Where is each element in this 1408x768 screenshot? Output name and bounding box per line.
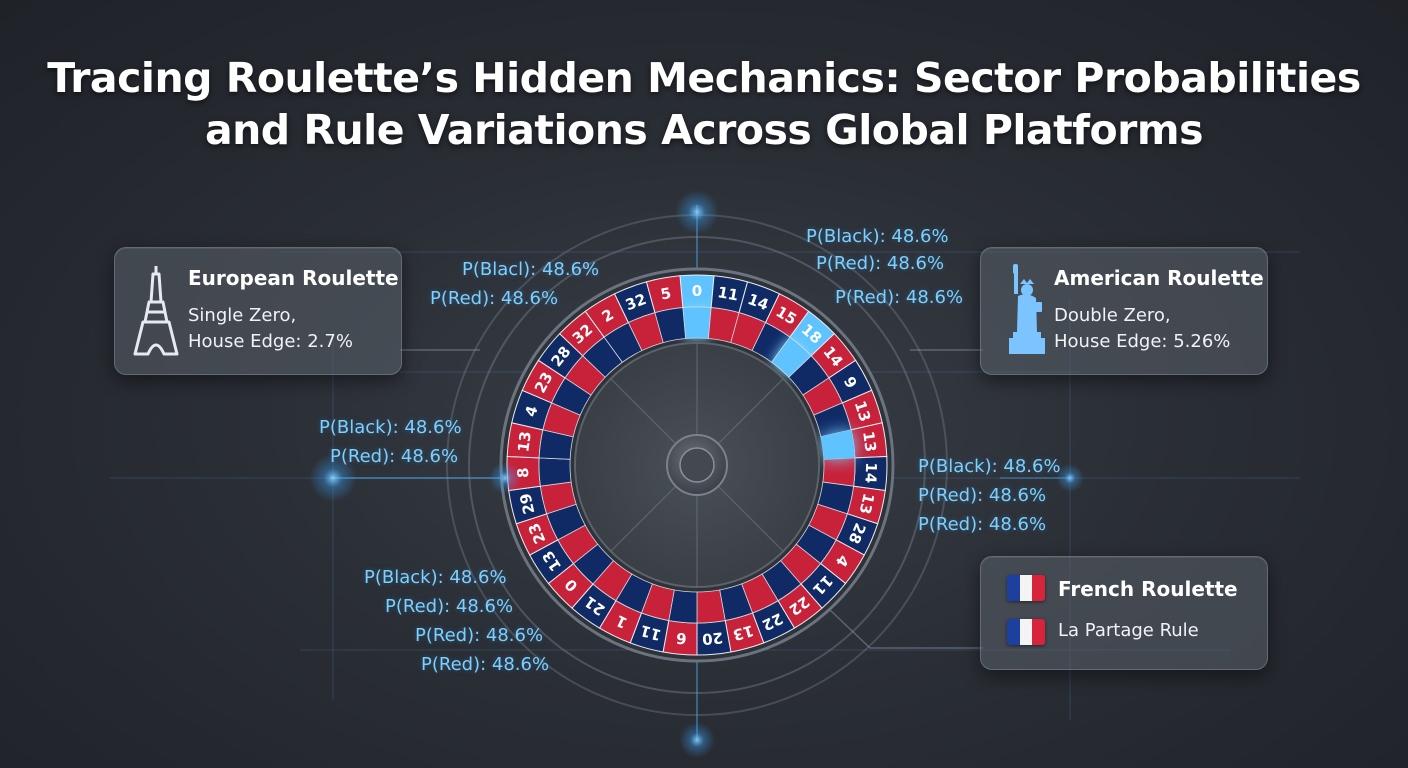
pocket-number: 13 bbox=[514, 430, 535, 453]
pocket-inner bbox=[538, 457, 572, 487]
prob-label: P(Red): 48.6% bbox=[421, 654, 550, 675]
american-title: American Roulette bbox=[1054, 266, 1264, 290]
prob-label: P(Red): 48.6% bbox=[415, 625, 544, 646]
pocket-number: 29 bbox=[516, 492, 538, 516]
prob-group-top-left: P(Blacl): 48.6% P(Red): 48.6% bbox=[430, 255, 599, 313]
wheel-hub-center bbox=[679, 447, 715, 483]
pocket-number: 13 bbox=[856, 492, 878, 516]
prob-group-mid-left: P(Black): 48.6% P(Red): 48.6% bbox=[319, 413, 462, 471]
french-roulette-card: French Roulette La Partage Rule bbox=[980, 556, 1268, 670]
pocket-number: 6 bbox=[675, 629, 687, 648]
prob-label: P(Red): 48.6% bbox=[430, 288, 559, 309]
card-connectors bbox=[400, 349, 983, 649]
pocket-inner bbox=[682, 306, 712, 339]
pocket-inner-highlight bbox=[820, 429, 855, 460]
prob-label: P(Blacl): 48.6% bbox=[462, 259, 600, 280]
prob-label: P(Red): 48.6% bbox=[330, 446, 459, 467]
european-title: European Roulette bbox=[188, 266, 399, 290]
prob-label: P(Red): 48.6% bbox=[918, 485, 1047, 506]
american-line-1: Double Zero, bbox=[1054, 305, 1171, 326]
pocket-ring: 0 11 1415181491313141328411222213206111210… bbox=[506, 274, 888, 656]
pocket-number: 5 bbox=[659, 284, 672, 304]
american-roulette-card: American Roulette Double Zero, House Edg… bbox=[980, 247, 1268, 375]
title-line-1: Tracing Roulette’s Hidden Mechanics: Sec… bbox=[47, 54, 1361, 102]
prob-label: P(Black): 48.6% bbox=[319, 417, 462, 438]
prob-label: P(Black): 48.6% bbox=[364, 567, 507, 588]
pocket-number: 8 bbox=[514, 467, 532, 478]
pocket-inner bbox=[696, 589, 726, 624]
prob-label: P(Red): 48.6% bbox=[385, 596, 514, 617]
french-title: French Roulette bbox=[1058, 577, 1238, 601]
prob-group-top-right: P(Black): 48.6% P(Red): 48.6% P(Red): 48… bbox=[806, 222, 963, 312]
pocket-number: 13 bbox=[859, 430, 880, 453]
pocket-number: 13 bbox=[731, 621, 756, 644]
pocket-inner bbox=[654, 307, 687, 344]
french-flag-icon bbox=[1007, 575, 1045, 601]
prob-label: P(Red): 48.6% bbox=[835, 287, 964, 308]
european-line-1: Single Zero, bbox=[188, 305, 297, 326]
european-line-2: House Edge: 2.7% bbox=[188, 331, 353, 352]
glow-flares bbox=[309, 190, 1084, 758]
title-line-2: and Rule Variations Across Global Platfo… bbox=[204, 106, 1204, 154]
prob-label: P(Black): 48.6% bbox=[918, 456, 1061, 477]
french-line-1: La Partage Rule bbox=[1058, 620, 1199, 641]
prob-label: P(Red): 48.6% bbox=[918, 514, 1047, 535]
american-line-2: House Edge: 5.26% bbox=[1054, 331, 1231, 352]
prob-label: P(Red): 48.6% bbox=[816, 253, 945, 274]
european-roulette-card: European Roulette Single Zero, House Edg… bbox=[114, 247, 402, 375]
page-title: Tracing Roulette’s Hidden Mechanics: Sec… bbox=[0, 52, 1408, 156]
eiffel-tower-icon bbox=[133, 266, 179, 356]
pocket-number: 20 bbox=[701, 628, 723, 648]
prob-label: P(Black): 48.6% bbox=[806, 226, 949, 247]
outer-ring bbox=[468, 236, 926, 694]
pocket-number: 11 bbox=[638, 621, 663, 644]
statue-of-liberty-icon bbox=[1009, 264, 1045, 354]
prob-group-mid-right: P(Black): 48.6% P(Red): 48.6% P(Red): 48… bbox=[918, 452, 1061, 539]
pocket-number: 0 bbox=[692, 282, 702, 300]
pocket-number: 13 bbox=[851, 399, 875, 424]
pocket-number: 11 bbox=[716, 283, 740, 304]
pocket-number: 14 bbox=[861, 462, 880, 484]
french-flag-icon bbox=[1007, 619, 1045, 645]
pocket-inner bbox=[822, 457, 856, 487]
prob-group-bottom-left: P(Black): 48.6% P(Red): 48.6% P(Red): 48… bbox=[364, 563, 549, 679]
